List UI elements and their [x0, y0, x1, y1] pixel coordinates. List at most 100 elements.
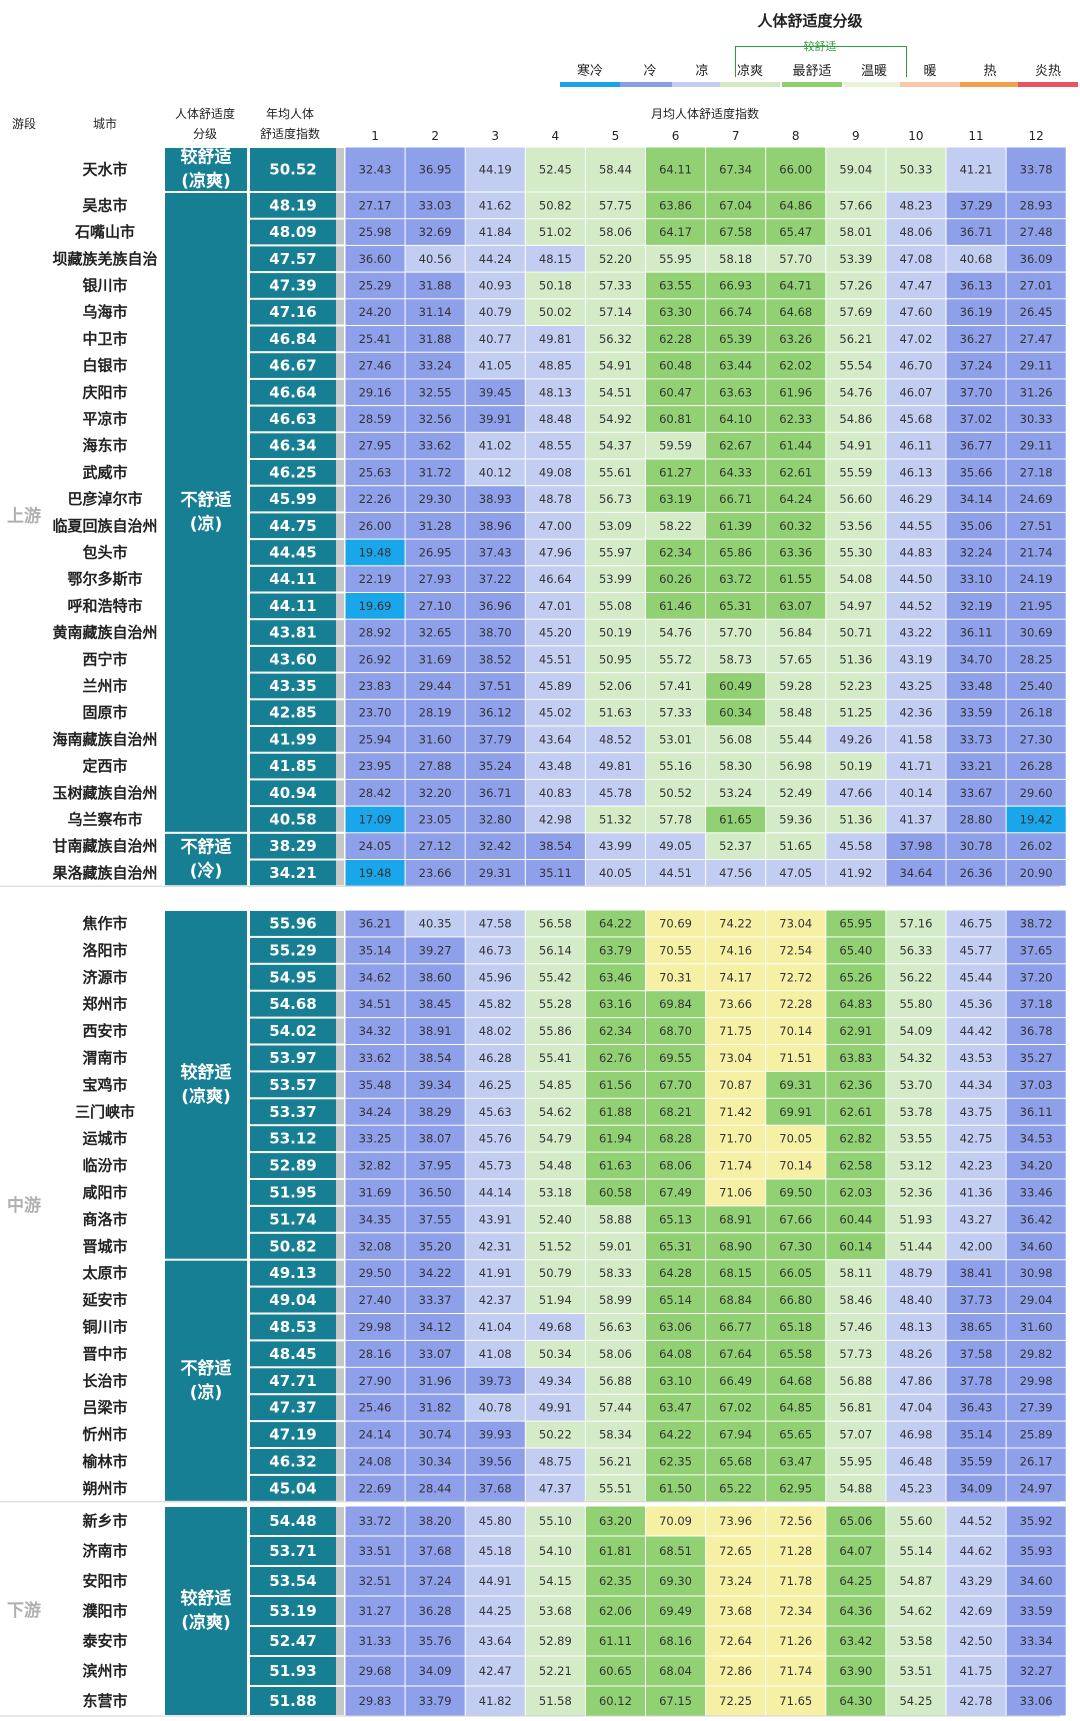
month-cell	[1006, 1125, 1066, 1152]
month-cell	[946, 1152, 1006, 1179]
month-cell	[405, 1566, 465, 1596]
month-cell	[345, 1071, 405, 1098]
month-value: 58.22	[659, 519, 692, 533]
month-value: 38.41	[960, 1266, 993, 1280]
annual-value: 54.68	[269, 995, 316, 1013]
month-value: 58.73	[719, 652, 752, 666]
month-value: 44.52	[960, 1514, 993, 1528]
month-value: 28.42	[359, 786, 392, 800]
month-value: 40.68	[960, 252, 993, 266]
month-value: 31.28	[419, 519, 452, 533]
month-value: 30.98	[1020, 1266, 1053, 1280]
month-cell	[886, 486, 946, 512]
month-cell	[525, 1536, 585, 1566]
month-value: 69.55	[659, 1051, 692, 1065]
month-value: 26.92	[359, 652, 392, 666]
annual-value: 43.35	[269, 677, 316, 695]
month-cell	[826, 1018, 886, 1044]
month-cell	[405, 1475, 465, 1502]
month-cell	[525, 1566, 585, 1596]
month-cell	[706, 1448, 766, 1475]
month-cell	[946, 486, 1006, 512]
month-cell	[886, 779, 946, 806]
month-value: 53.01	[659, 732, 692, 746]
month-cell	[465, 1506, 525, 1536]
month-cell	[706, 619, 766, 646]
month-cell	[886, 1506, 946, 1536]
month-cell	[826, 1566, 886, 1596]
month-cell	[946, 699, 1006, 726]
month-cell	[345, 1394, 405, 1421]
month-value: 33.46	[1020, 1185, 1053, 1199]
month-cell	[706, 299, 766, 325]
month-value: 26.95	[419, 545, 452, 559]
month-value: 41.21	[960, 163, 993, 177]
month-value: 62.91	[839, 1024, 872, 1038]
month-value: 63.10	[659, 1374, 692, 1388]
month-cell	[345, 406, 405, 432]
month-cell	[405, 1506, 465, 1536]
month-cell	[766, 1506, 826, 1536]
annual-cell	[250, 1260, 336, 1286]
month-cell	[585, 1152, 645, 1179]
month-value: 63.16	[599, 997, 632, 1011]
month-cell	[525, 1125, 585, 1152]
month-cell	[585, 1686, 645, 1716]
month-cell	[345, 726, 405, 753]
month-cell	[1006, 219, 1066, 245]
month-cell	[886, 299, 946, 325]
month-cell	[525, 299, 585, 325]
month-cell	[706, 1536, 766, 1566]
month-cell	[345, 1656, 405, 1686]
annual-bar	[336, 1475, 344, 1501]
month-cell	[706, 964, 766, 991]
city-label: 西宁市	[82, 650, 127, 668]
month-value: 62.36	[839, 1078, 872, 1092]
month-cell	[826, 833, 886, 859]
month-value: 54.76	[659, 626, 692, 640]
month-cell	[525, 1045, 585, 1071]
month-cell	[585, 1448, 645, 1475]
month-value: 51.94	[539, 1293, 572, 1307]
month-value: 49.91	[539, 1401, 572, 1415]
month-cell	[646, 406, 706, 432]
month-cell	[525, 147, 585, 192]
month-cell	[766, 1314, 826, 1340]
annual-cell	[250, 406, 336, 432]
month-cell	[585, 1394, 645, 1421]
month-value: 67.94	[719, 1428, 752, 1442]
month-cell	[646, 459, 706, 486]
month-cell	[886, 272, 946, 299]
annual-bar	[336, 1260, 344, 1286]
month-value: 49.81	[539, 332, 572, 346]
month-cell	[465, 1626, 525, 1656]
month-value: 65.26	[839, 970, 872, 984]
month-cell	[646, 753, 706, 779]
month-value: 67.66	[779, 1212, 812, 1226]
month-cell	[646, 1475, 706, 1502]
month-value: 32.51	[359, 1574, 392, 1588]
month-value: 29.11	[1020, 359, 1053, 373]
month-value: 53.58	[899, 1634, 932, 1648]
annual-value: 54.02	[269, 1022, 316, 1040]
month-value: 24.20	[359, 305, 392, 319]
month-cell	[405, 753, 465, 779]
annual-cell	[250, 700, 336, 725]
month-value: 19.48	[359, 866, 392, 880]
month-cell	[465, 1152, 525, 1179]
month-value: 58.18	[719, 252, 752, 266]
annual-bar	[336, 1687, 344, 1715]
month-cell	[946, 1475, 1006, 1502]
month-value: 24.14	[359, 1428, 392, 1442]
month-cell	[465, 459, 525, 486]
month-cell	[525, 1448, 585, 1475]
month-cell	[766, 406, 826, 432]
month-value: 64.68	[779, 1374, 812, 1388]
month-value: 17.09	[359, 812, 392, 826]
month-cell	[646, 726, 706, 753]
month-cell	[886, 1071, 946, 1098]
header-annual: 年均人体	[266, 107, 314, 121]
month-value: 57.14	[599, 305, 632, 319]
annual-bar	[336, 406, 344, 432]
month-cell	[525, 1098, 585, 1125]
